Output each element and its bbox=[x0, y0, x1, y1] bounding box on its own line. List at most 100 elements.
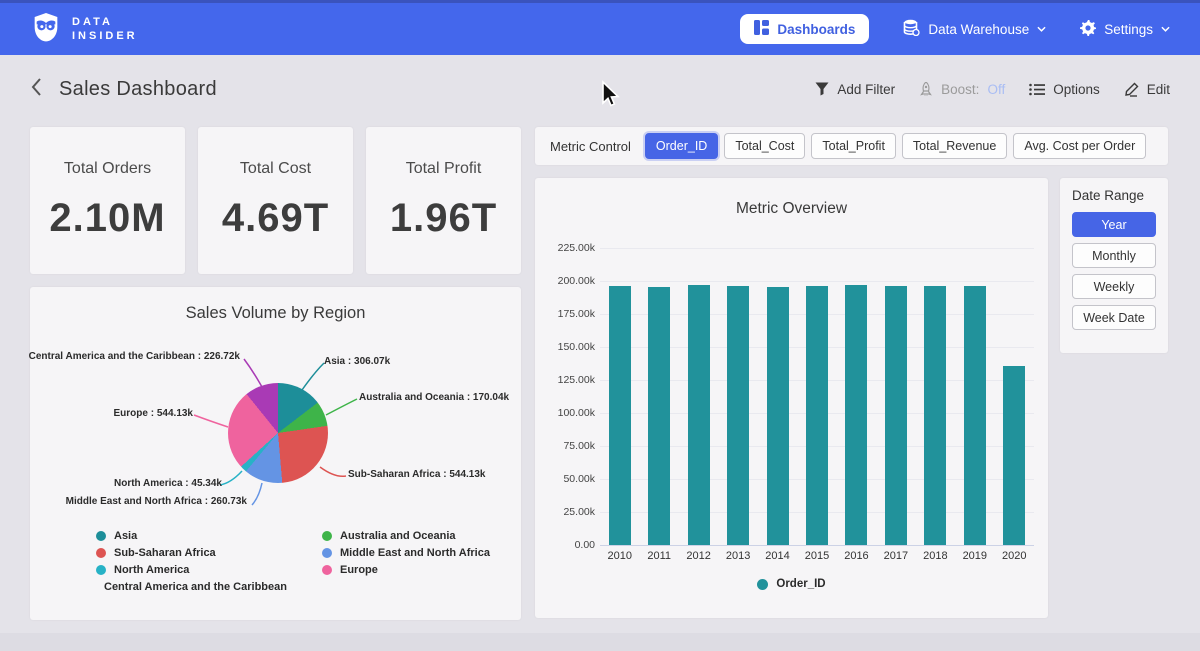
legend-item-central-america[interactable]: Central America and the Caribbean bbox=[96, 581, 287, 593]
owl-logo-icon bbox=[30, 11, 62, 48]
nav-dashboards-label: Dashboards bbox=[777, 21, 856, 37]
legend-dot bbox=[96, 565, 106, 575]
brand[interactable]: DATA INSIDER bbox=[30, 11, 138, 48]
gridline bbox=[600, 545, 1034, 546]
x-tick-label: 2014 bbox=[765, 550, 790, 562]
metric-control-bar: Metric Control Order_ID Total_Cost Total… bbox=[535, 127, 1168, 165]
bar-2010[interactable] bbox=[608, 286, 631, 545]
legend-dot bbox=[96, 548, 106, 558]
date-range-week-date-button[interactable]: Week Date bbox=[1072, 305, 1156, 330]
x-tick-label: 2013 bbox=[725, 550, 751, 562]
data-warehouse-icon bbox=[903, 19, 921, 39]
kpi-total-cost: Total Cost 4.69T bbox=[198, 127, 353, 274]
bar-2012[interactable] bbox=[687, 284, 710, 545]
metric-button-total-cost[interactable]: Total_Cost bbox=[724, 133, 806, 159]
legend-dot bbox=[96, 531, 106, 541]
y-tick-label: 225.00k bbox=[557, 242, 595, 254]
date-range-weekly-button[interactable]: Weekly bbox=[1072, 274, 1156, 299]
bar-chart-title: Metric Overview bbox=[735, 200, 848, 217]
y-tick-label: 75.00k bbox=[563, 440, 595, 452]
date-range-monthly-button[interactable]: Monthly bbox=[1072, 243, 1156, 268]
nav-dashboards-button[interactable]: Dashboards bbox=[740, 14, 870, 44]
bar-2011[interactable] bbox=[648, 286, 671, 545]
pie-leader-lines bbox=[193, 358, 358, 506]
kpi-label: Total Cost bbox=[239, 160, 312, 177]
back-button[interactable] bbox=[30, 77, 43, 102]
metric-button-order-id[interactable]: Order_ID bbox=[644, 133, 719, 159]
kpi-value: 2.10M bbox=[49, 196, 166, 240]
add-filter-button[interactable]: Add Filter bbox=[815, 82, 895, 97]
bar-chart-legend[interactable]: Order_ID bbox=[535, 578, 1048, 590]
gridline bbox=[600, 281, 1034, 282]
kpi-total-profit: Total Profit 1.96T bbox=[366, 127, 521, 274]
options-button[interactable]: Options bbox=[1029, 82, 1100, 97]
edit-label: Edit bbox=[1146, 81, 1170, 97]
pie-callout-sub-saharan-africa: Sub-Saharan Africa : 544.13k bbox=[348, 469, 486, 480]
options-label: Options bbox=[1053, 81, 1100, 97]
kpi-label: Total Orders bbox=[63, 160, 152, 177]
bar-2019[interactable] bbox=[963, 285, 986, 545]
page-header: Sales Dashboard Add Filter Boost: Off Op… bbox=[0, 58, 1200, 120]
add-filter-label: Add Filter bbox=[837, 81, 896, 97]
boost-rocket-icon bbox=[920, 81, 933, 96]
pie-legend: Asia Sub-Saharan Africa North America Ce… bbox=[96, 530, 512, 593]
pie-chart[interactable] bbox=[228, 383, 328, 483]
kpi-row: Total Orders 2.10M Total Cost 4.69T Tota… bbox=[30, 127, 521, 274]
boost-state: Off bbox=[987, 81, 1006, 97]
legend-label: Australia and Oceania bbox=[340, 530, 456, 542]
metric-button-total-profit[interactable]: Total_Profit bbox=[811, 133, 896, 159]
bar-2017[interactable] bbox=[884, 285, 907, 545]
metric-overview-chart-panel: Metric Overview 2010 2011 2012 2013 2014 2015… bbox=[535, 178, 1048, 618]
legend-item-australia-oceania[interactable]: Australia and Oceania bbox=[322, 530, 512, 542]
legend-item-middle-east-north-africa[interactable]: Middle East and North Africa bbox=[322, 547, 512, 559]
y-tick-label: 50.00k bbox=[563, 473, 595, 485]
nav-data-warehouse-label: Data Warehouse bbox=[928, 21, 1030, 37]
bar-2020[interactable] bbox=[1003, 365, 1026, 545]
pie-callout-europe: Europe : 544.13k bbox=[113, 408, 193, 419]
legend-item-europe[interactable]: Europe bbox=[322, 564, 512, 576]
date-range-label: Date Range bbox=[1072, 188, 1145, 203]
bar-2015[interactable] bbox=[805, 286, 828, 545]
sales-volume-by-region-panel: Sales Volume by Region Central America a… bbox=[29, 287, 521, 620]
legend-label: Order_ID bbox=[776, 578, 826, 590]
edit-pencil-icon bbox=[1124, 82, 1139, 97]
nav-data-warehouse[interactable]: Data Warehouse bbox=[903, 19, 1046, 39]
metric-button-total-revenue[interactable]: Total_Revenue bbox=[901, 133, 1008, 159]
x-tick-label: 2015 bbox=[804, 550, 830, 562]
pie-callout-australia-oceania: Australia and Oceania : 170.04k bbox=[359, 392, 510, 403]
legend-item-sub-saharan-africa[interactable]: Sub-Saharan Africa bbox=[96, 547, 286, 559]
pie-callout-middle-east-north-africa: Middle East and North Africa : 260.73k bbox=[65, 496, 247, 507]
bar-2013[interactable] bbox=[727, 286, 750, 545]
page-title: Sales Dashboard bbox=[59, 77, 217, 100]
filter-icon bbox=[815, 82, 829, 96]
legend-dot bbox=[322, 565, 332, 575]
y-tick-label: 200.00k bbox=[557, 275, 595, 287]
footer-strip bbox=[0, 633, 1200, 651]
legend-item-asia[interactable]: Asia bbox=[96, 530, 286, 542]
y-tick-label: 25.00k bbox=[563, 506, 595, 518]
legend-item-north-america[interactable]: North America bbox=[96, 564, 286, 576]
x-tick-label: 2016 bbox=[844, 550, 869, 562]
bar-chart-plot bbox=[600, 248, 1034, 545]
kpi-value: 4.69T bbox=[221, 196, 330, 240]
brand-line1: DATA bbox=[72, 16, 113, 28]
date-range-year-button[interactable]: Year bbox=[1072, 212, 1156, 237]
chevron-down-icon bbox=[1037, 26, 1046, 32]
x-tick-label: 2020 bbox=[1002, 550, 1027, 562]
brand-line2: INSIDER bbox=[72, 30, 138, 42]
legend-label: Central America and the Caribbean bbox=[104, 581, 287, 593]
bar-2014[interactable] bbox=[766, 286, 789, 545]
legend-dot bbox=[757, 578, 769, 590]
metric-button-avg-cost-per-order[interactable]: Avg. Cost per Order bbox=[1013, 133, 1147, 159]
bar-2018[interactable] bbox=[924, 286, 947, 545]
y-tick-label: 100.00k bbox=[557, 407, 595, 419]
y-tick-label: 0.00 bbox=[574, 539, 595, 551]
bar-2016[interactable] bbox=[845, 284, 868, 545]
y-tick-label: 150.00k bbox=[557, 341, 595, 353]
chevron-down-icon bbox=[1161, 26, 1170, 32]
x-tick-label: 2011 bbox=[647, 550, 671, 562]
x-tick-label: 2017 bbox=[883, 550, 909, 562]
edit-button[interactable]: Edit bbox=[1124, 82, 1170, 97]
boost-toggle[interactable]: Boost: Off bbox=[919, 81, 1006, 97]
nav-settings[interactable]: Settings bbox=[1080, 19, 1170, 39]
